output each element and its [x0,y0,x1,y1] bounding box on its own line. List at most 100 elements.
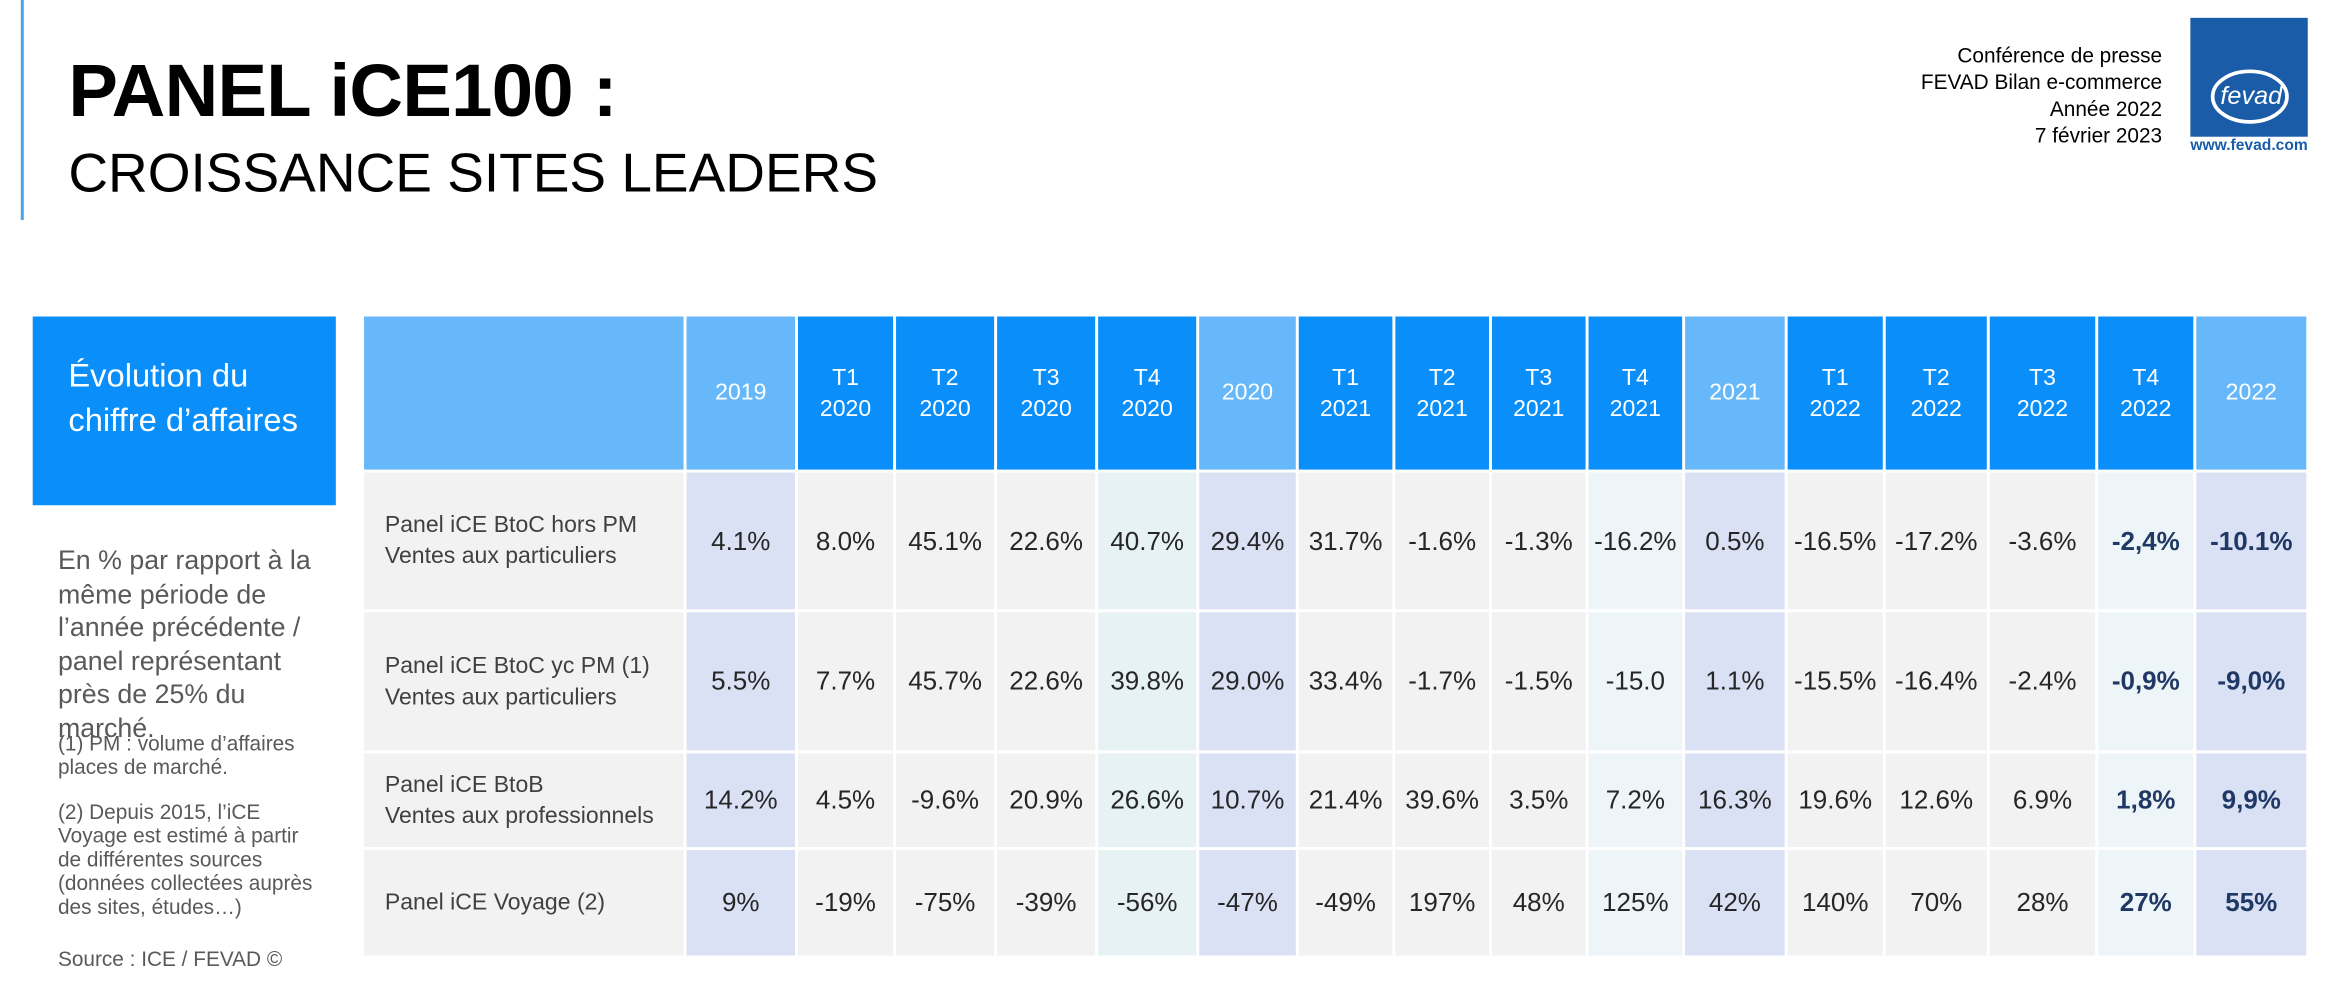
table-cell: 140% [1787,849,1883,956]
table-cell: 42% [1685,849,1785,956]
table-cell: -16.5% [1787,472,1883,610]
table-cell: 28% [1989,849,2096,956]
column-label: T4 2020 [1121,364,1173,422]
column-label: T2 2021 [1416,364,1468,422]
column-header: T2 2021 [1395,316,1489,470]
conference-line: Conférence de presse [1957,43,2163,67]
table-cell: -16.4% [1885,612,1987,751]
table-cell: -16.2% [1588,472,1683,610]
table-cell: 9% [686,849,796,956]
row-label: Panel iCE BtoC yc PM (1) Ventes aux parti… [364,612,684,751]
column-header: T1 2021 [1298,316,1393,470]
header-row: 2019 T1 2020 T2 2020 T3 2020 T4 2020 2020 T1 2… [364,316,2307,470]
table-cell: 31.7% [1298,472,1393,610]
table-cell: 4.1% [686,472,796,610]
side-box: Évolution du chiffre d’affaires [32,316,336,506]
conference-info: Conférence de presse FEVAD Bilan e-commer… [1921,42,2162,149]
logo-ring [2210,69,2289,124]
table-cell: 22.6% [997,612,1096,751]
column-header: T3 2021 [1491,316,1586,470]
logo: fevad [2190,17,2308,137]
column-header: T1 2020 [797,316,894,470]
logo-text: fevad [2220,82,2283,110]
title: PANEL iCE100 : [68,49,617,133]
note: (1) PM : volume d’affaires places de mar… [57,731,295,779]
column-header: 2020 [1199,316,1296,470]
table-cell: 40.7% [1098,472,1197,610]
column-header: T4 2020 [1098,316,1197,470]
table-cell: -9.6% [896,753,995,848]
table-cell: 33.4% [1298,612,1393,751]
table-cell: -1.7% [1395,612,1489,751]
table-cell: -2,4% [2098,472,2194,610]
table-cell: 7.2% [1588,753,1683,848]
table-cell: -1.3% [1491,472,1586,610]
subtitle: CROISSANCE SITES LEADERS [68,142,879,204]
table-cell: 10.7% [1199,753,1296,848]
table-cell: -10.1% [2196,472,2307,610]
table-cell: 19.6% [1787,753,1883,848]
column-label: T4 2021 [1609,364,1661,422]
table-cell: 26.6% [1098,753,1197,848]
table-cell: 39.8% [1098,612,1197,751]
column-label: T1 2020 [819,364,872,422]
column-label: 2022 [2225,380,2277,406]
column-label: T3 2022 [2016,364,2069,422]
table-cell: -39% [997,849,1096,956]
conference-line: 7 février 2023 [2034,123,2163,148]
column-header: 2019 [686,316,796,470]
table-row: Panel iCE BtoB Ventes aux professionnels 1… [364,753,2307,848]
table-cell: 125% [1588,849,1683,956]
source: Source : ICE / FEVAD © [57,946,283,971]
column-header: T2 2022 [1885,316,1987,470]
table-cell: -19% [797,849,894,956]
table-cell: 12.6% [1885,753,1987,848]
conference-line: Année 2022 [2049,96,2163,121]
column-label: T2 2020 [919,364,971,422]
conference-line: FEVAD Bilan e-commerce [1920,69,2163,94]
table-cell: 4.5% [797,753,894,848]
row-label-line: Ventes aux particuliers [384,543,617,570]
column-header: 2021 [1685,316,1785,470]
table-row: Panel iCE BtoC hors PM Ventes aux particu… [364,472,2307,610]
table-cell: 0.5% [1685,472,1785,610]
table-row: Panel iCE Voyage (2) 9% -19% -75% -39% -56% -4… [364,849,2307,956]
row-label: Panel iCE Voyage (2) [364,849,684,956]
notes: (1) PM : volume d’affaires places de mar… [58,731,323,939]
table-cell: 16.3% [1685,753,1785,848]
table-cell: -3.6% [1989,472,2096,610]
table-cell: -1.6% [1395,472,1489,610]
table-cell: 29.0% [1199,612,1296,751]
column-label: T1 2021 [1319,364,1372,422]
row-label: Panel iCE BtoB Ventes aux professionnels [364,753,684,848]
table-cell: -17.2% [1885,472,1987,610]
column-header: T3 2022 [1989,316,2096,470]
table-cell: -49% [1298,849,1393,956]
column-header: T1 2022 [1787,316,1883,470]
accent-line [20,0,24,220]
column-header: T2 2020 [896,316,995,470]
column-header: T4 2021 [1588,316,1683,470]
column-header: T4 2022 [2098,316,2194,470]
table-cell: -2.4% [1989,612,2096,751]
header-cell [364,316,684,470]
column-header: 2022 [2196,316,2307,470]
table-cell: 197% [1395,849,1489,956]
table-cell: 70% [1885,849,1987,956]
table-cell: 9,9% [2196,753,2307,848]
table-cell: -47% [1199,849,1296,956]
table-cell: 3.5% [1491,753,1586,848]
table-cell: -75% [896,849,995,956]
column-label: T3 2021 [1513,364,1565,422]
table-cell: 20.9% [997,753,1096,848]
description: En % par rapport à la même période de l’… [57,545,311,743]
column-label: 2019 [715,380,767,406]
data-table: 2019 T1 2020 T2 2020 T3 2020 T4 2020 2020 T1 2… [361,314,2309,959]
table-cell: 29.4% [1199,472,1296,610]
column-label: T4 2022 [2120,364,2172,422]
row-label-line: Panel iCE BtoB [384,771,544,798]
row-label-line: Ventes aux particuliers [384,684,617,710]
row-label-line: Panel iCE Voyage (2) [384,890,606,916]
